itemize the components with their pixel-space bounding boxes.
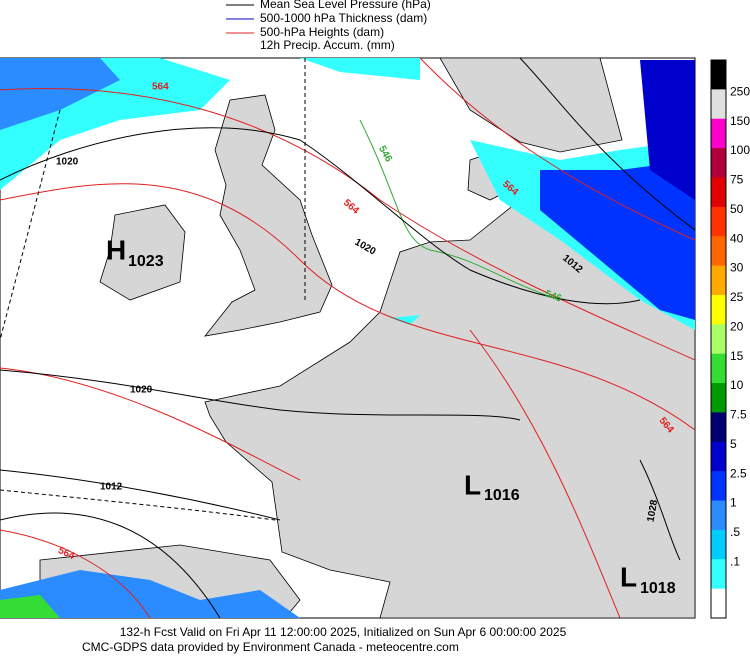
colorbar-swatch — [711, 206, 726, 237]
legend-label: 12h Precip. Accum. (mm) — [260, 38, 395, 52]
colorbar-swatch — [711, 559, 726, 590]
colorbar: 250 150 100 75 50 40 30 25 20 15 10 7.5 5 2.5 1 .5 .1 — [710, 59, 750, 619]
map: 564 564 564 564 564 546 546 1020 1020 10… — [0, 57, 696, 619]
colorbar-label: 50 — [730, 202, 744, 216]
center-letter: L — [620, 561, 637, 592]
legend-label: Mean Sea Level Pressure (hPa) — [260, 0, 431, 11]
pressure-label: 1028 — [646, 499, 661, 523]
height-contours — [0, 58, 695, 618]
meridian — [0, 109, 61, 341]
colorbar-swatch — [711, 118, 726, 149]
colorbar-label: 40 — [730, 231, 744, 245]
colorbar-label: .5 — [730, 525, 740, 539]
colorbar-frame — [710, 59, 727, 619]
colorbar-swatch — [711, 177, 726, 208]
colorbar-swatch — [711, 441, 726, 472]
colorbar-swatch — [711, 383, 726, 413]
colorbar-label: 2.5 — [730, 466, 747, 480]
colorbar-swatch — [711, 529, 726, 560]
colorbar-label: .1 — [730, 554, 740, 568]
footer-line: CMC-GDPS data provided by Environment Ca… — [82, 640, 459, 654]
colorbar-label: 150 — [730, 114, 750, 128]
colorbar-label: 20 — [730, 319, 744, 333]
colorbar-label: 30 — [730, 261, 744, 275]
colorbar-swatch — [711, 324, 726, 355]
colorbar-swatch — [711, 236, 726, 267]
thickness-contour — [359, 119, 561, 301]
colorbar-swatch — [711, 471, 726, 502]
center-value: 1018 — [640, 580, 676, 597]
colorbar-swatch — [711, 353, 726, 384]
center-letter: L — [464, 469, 481, 500]
pressure-label: 1012 — [100, 482, 123, 493]
colorbar-label: 25 — [730, 290, 744, 304]
colorbar-swatch — [711, 412, 726, 443]
colorbar-label: 1 — [730, 496, 737, 510]
colorbar-label: 15 — [730, 349, 744, 363]
colorbar-label: 75 — [730, 173, 744, 187]
colorbar-swatch — [711, 500, 726, 531]
height-label: 564 — [152, 82, 169, 93]
colorbar-swatch — [711, 294, 726, 325]
center-letter: H — [106, 234, 126, 265]
colorbar-swatch — [711, 265, 726, 296]
center-value: 1016 — [484, 487, 520, 504]
center-value: 1023 — [128, 253, 164, 270]
pressure-contours — [0, 58, 695, 618]
colorbar-label: 100 — [730, 143, 750, 157]
colorbar-label: 10 — [730, 378, 744, 392]
colorbar-swatch — [711, 89, 726, 120]
colorbar-swatch — [711, 148, 726, 178]
pressure-label: 1020 — [56, 157, 79, 168]
footer-line: 132-h Fcst Valid on Fri Apr 11 12:00:00 … — [120, 625, 567, 639]
colorbar-swatch — [711, 588, 726, 619]
legend: Mean Sea Level Pressure (hPa) 500-1000 h… — [226, 0, 431, 52]
pressure-label: 1020 — [130, 385, 153, 396]
parallel — [0, 489, 276, 521]
colorbar-label: 7.5 — [730, 408, 747, 422]
colorbar-label: 5 — [730, 437, 737, 451]
colorbar-swatch — [711, 60, 726, 90]
legend-label: 500-1000 hPa Thickness (dam) — [260, 11, 427, 25]
colorbar-label: 250 — [730, 84, 750, 98]
legend-label: 500-hPa Heights (dam) — [260, 25, 384, 39]
